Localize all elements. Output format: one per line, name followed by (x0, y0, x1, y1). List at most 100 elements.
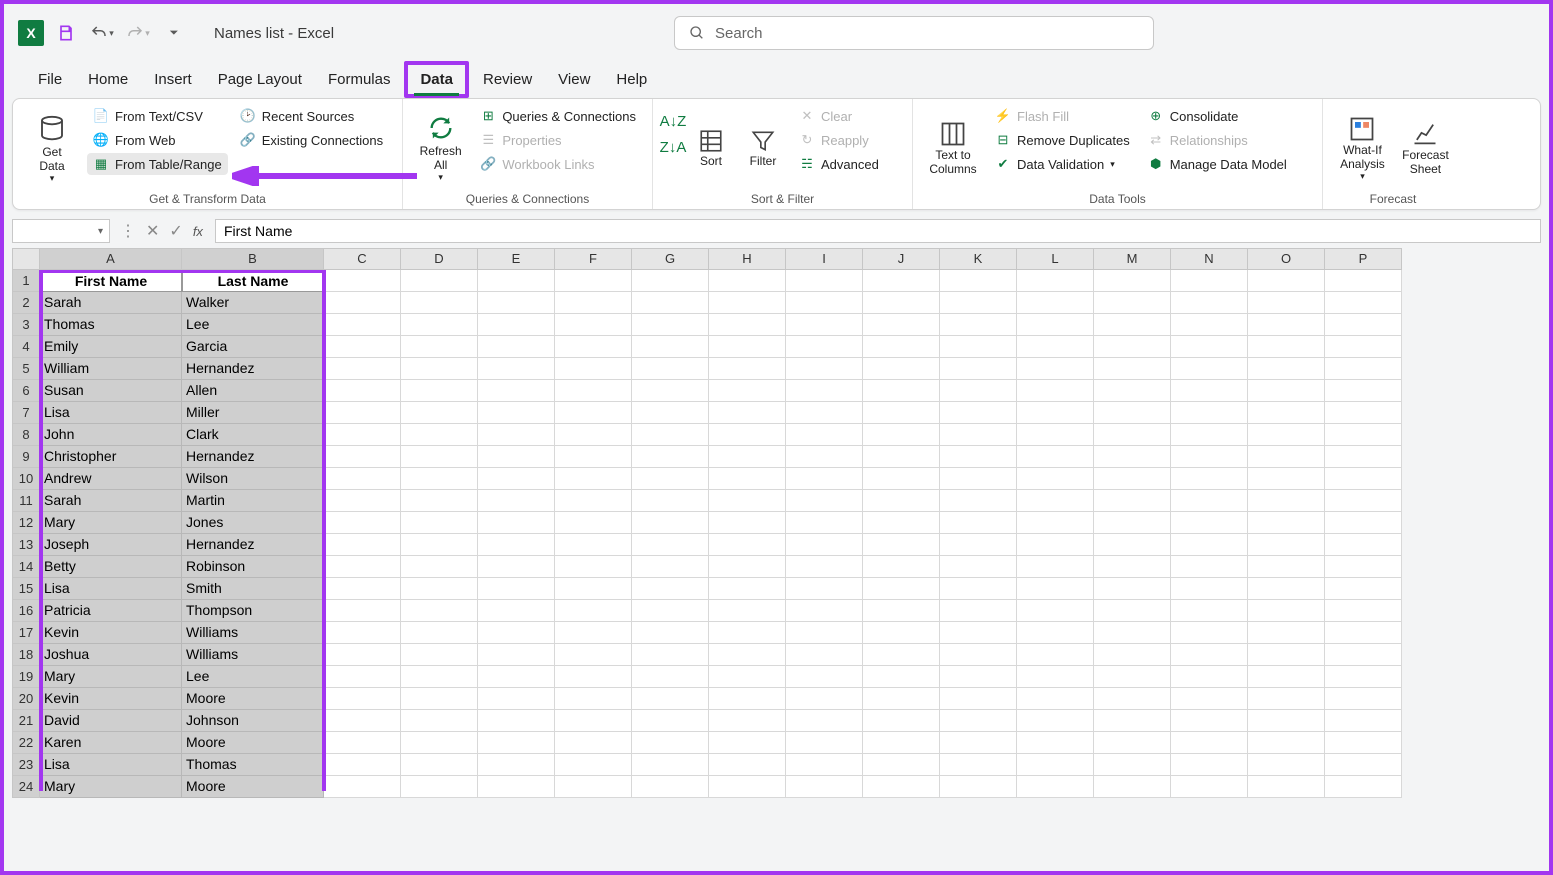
cell[interactable] (1094, 754, 1171, 776)
cell[interactable] (863, 424, 940, 446)
cell[interactable]: Thomas (182, 754, 324, 776)
col-header-D[interactable]: D (401, 248, 478, 270)
cell[interactable]: Joseph (40, 534, 182, 556)
cell[interactable] (1248, 776, 1325, 798)
cell[interactable] (786, 446, 863, 468)
cell[interactable] (401, 380, 478, 402)
cell[interactable] (1171, 754, 1248, 776)
cell[interactable] (324, 292, 401, 314)
cell[interactable] (1248, 292, 1325, 314)
cell[interactable] (709, 336, 786, 358)
workbook-links-button[interactable]: 🔗Workbook Links (474, 153, 642, 175)
cell[interactable] (940, 270, 1017, 292)
cell[interactable] (940, 600, 1017, 622)
cell[interactable] (786, 600, 863, 622)
cell[interactable] (1171, 644, 1248, 666)
cell[interactable] (863, 710, 940, 732)
cell[interactable] (709, 600, 786, 622)
cell[interactable] (632, 534, 709, 556)
cell[interactable]: Thomas (40, 314, 182, 336)
cell[interactable] (478, 424, 555, 446)
cell[interactable] (401, 512, 478, 534)
cell[interactable] (1017, 424, 1094, 446)
row-header[interactable]: 3 (12, 314, 40, 336)
cell[interactable] (1171, 688, 1248, 710)
row-header[interactable]: 8 (12, 424, 40, 446)
name-box[interactable]: ▾ (12, 219, 110, 243)
queries-connections-button[interactable]: ⊞Queries & Connections (474, 105, 642, 127)
cell[interactable] (1248, 314, 1325, 336)
advanced-filter-button[interactable]: ☵Advanced (793, 153, 885, 175)
cell[interactable] (863, 644, 940, 666)
tab-view[interactable]: View (546, 65, 602, 94)
cell[interactable] (709, 710, 786, 732)
cell[interactable]: Allen (182, 380, 324, 402)
cell[interactable]: Smith (182, 578, 324, 600)
cell[interactable] (478, 270, 555, 292)
cell[interactable]: Mary (40, 776, 182, 798)
cell[interactable]: Joshua (40, 644, 182, 666)
col-header-F[interactable]: F (555, 248, 632, 270)
cell[interactable] (1171, 314, 1248, 336)
cell[interactable] (709, 578, 786, 600)
cell[interactable] (940, 424, 1017, 446)
cell[interactable] (786, 292, 863, 314)
fx-icon[interactable]: fx (193, 224, 203, 239)
cell[interactable] (1017, 644, 1094, 666)
cell[interactable] (1248, 556, 1325, 578)
cell[interactable] (1248, 380, 1325, 402)
cell[interactable] (1325, 292, 1402, 314)
col-header-A[interactable]: A (40, 248, 182, 270)
cell[interactable] (1171, 600, 1248, 622)
cell[interactable] (632, 380, 709, 402)
cell[interactable] (478, 314, 555, 336)
cell[interactable] (709, 270, 786, 292)
row-header[interactable]: 10 (12, 468, 40, 490)
cell[interactable]: Mary (40, 512, 182, 534)
cell[interactable] (1325, 666, 1402, 688)
cell[interactable] (632, 512, 709, 534)
refresh-all-button[interactable]: Refresh All▾ (413, 105, 468, 187)
cell[interactable] (555, 336, 632, 358)
cell[interactable] (1248, 578, 1325, 600)
cell[interactable] (401, 534, 478, 556)
undo-button[interactable]: ▾ (88, 19, 116, 47)
cell[interactable] (786, 424, 863, 446)
col-header-I[interactable]: I (786, 248, 863, 270)
cell[interactable] (1094, 336, 1171, 358)
cell[interactable] (709, 732, 786, 754)
cell[interactable] (1094, 468, 1171, 490)
cell[interactable] (1248, 512, 1325, 534)
cell[interactable] (863, 534, 940, 556)
cell[interactable] (1325, 468, 1402, 490)
cell[interactable] (1325, 270, 1402, 292)
cell[interactable] (478, 754, 555, 776)
cell[interactable] (324, 380, 401, 402)
cell[interactable]: Lee (182, 314, 324, 336)
cell[interactable] (632, 336, 709, 358)
cell[interactable] (401, 556, 478, 578)
cell[interactable]: Moore (182, 776, 324, 798)
relationships-button[interactable]: ⇄Relationships (1142, 129, 1293, 151)
cell[interactable] (1171, 534, 1248, 556)
cell[interactable] (401, 446, 478, 468)
cell[interactable]: William (40, 358, 182, 380)
cell[interactable]: Lee (182, 666, 324, 688)
cell[interactable] (1325, 622, 1402, 644)
cell[interactable] (1094, 710, 1171, 732)
select-all-corner[interactable] (12, 248, 40, 270)
cell[interactable] (324, 556, 401, 578)
cell[interactable] (632, 292, 709, 314)
cell[interactable] (940, 336, 1017, 358)
cell[interactable] (940, 688, 1017, 710)
cell[interactable] (1017, 754, 1094, 776)
cell[interactable] (1325, 424, 1402, 446)
cell[interactable] (324, 644, 401, 666)
cell[interactable] (940, 666, 1017, 688)
cell[interactable] (401, 424, 478, 446)
cell[interactable] (555, 490, 632, 512)
cell[interactable] (1017, 578, 1094, 600)
cell[interactable] (1248, 270, 1325, 292)
cell[interactable] (1325, 380, 1402, 402)
cell[interactable] (478, 688, 555, 710)
